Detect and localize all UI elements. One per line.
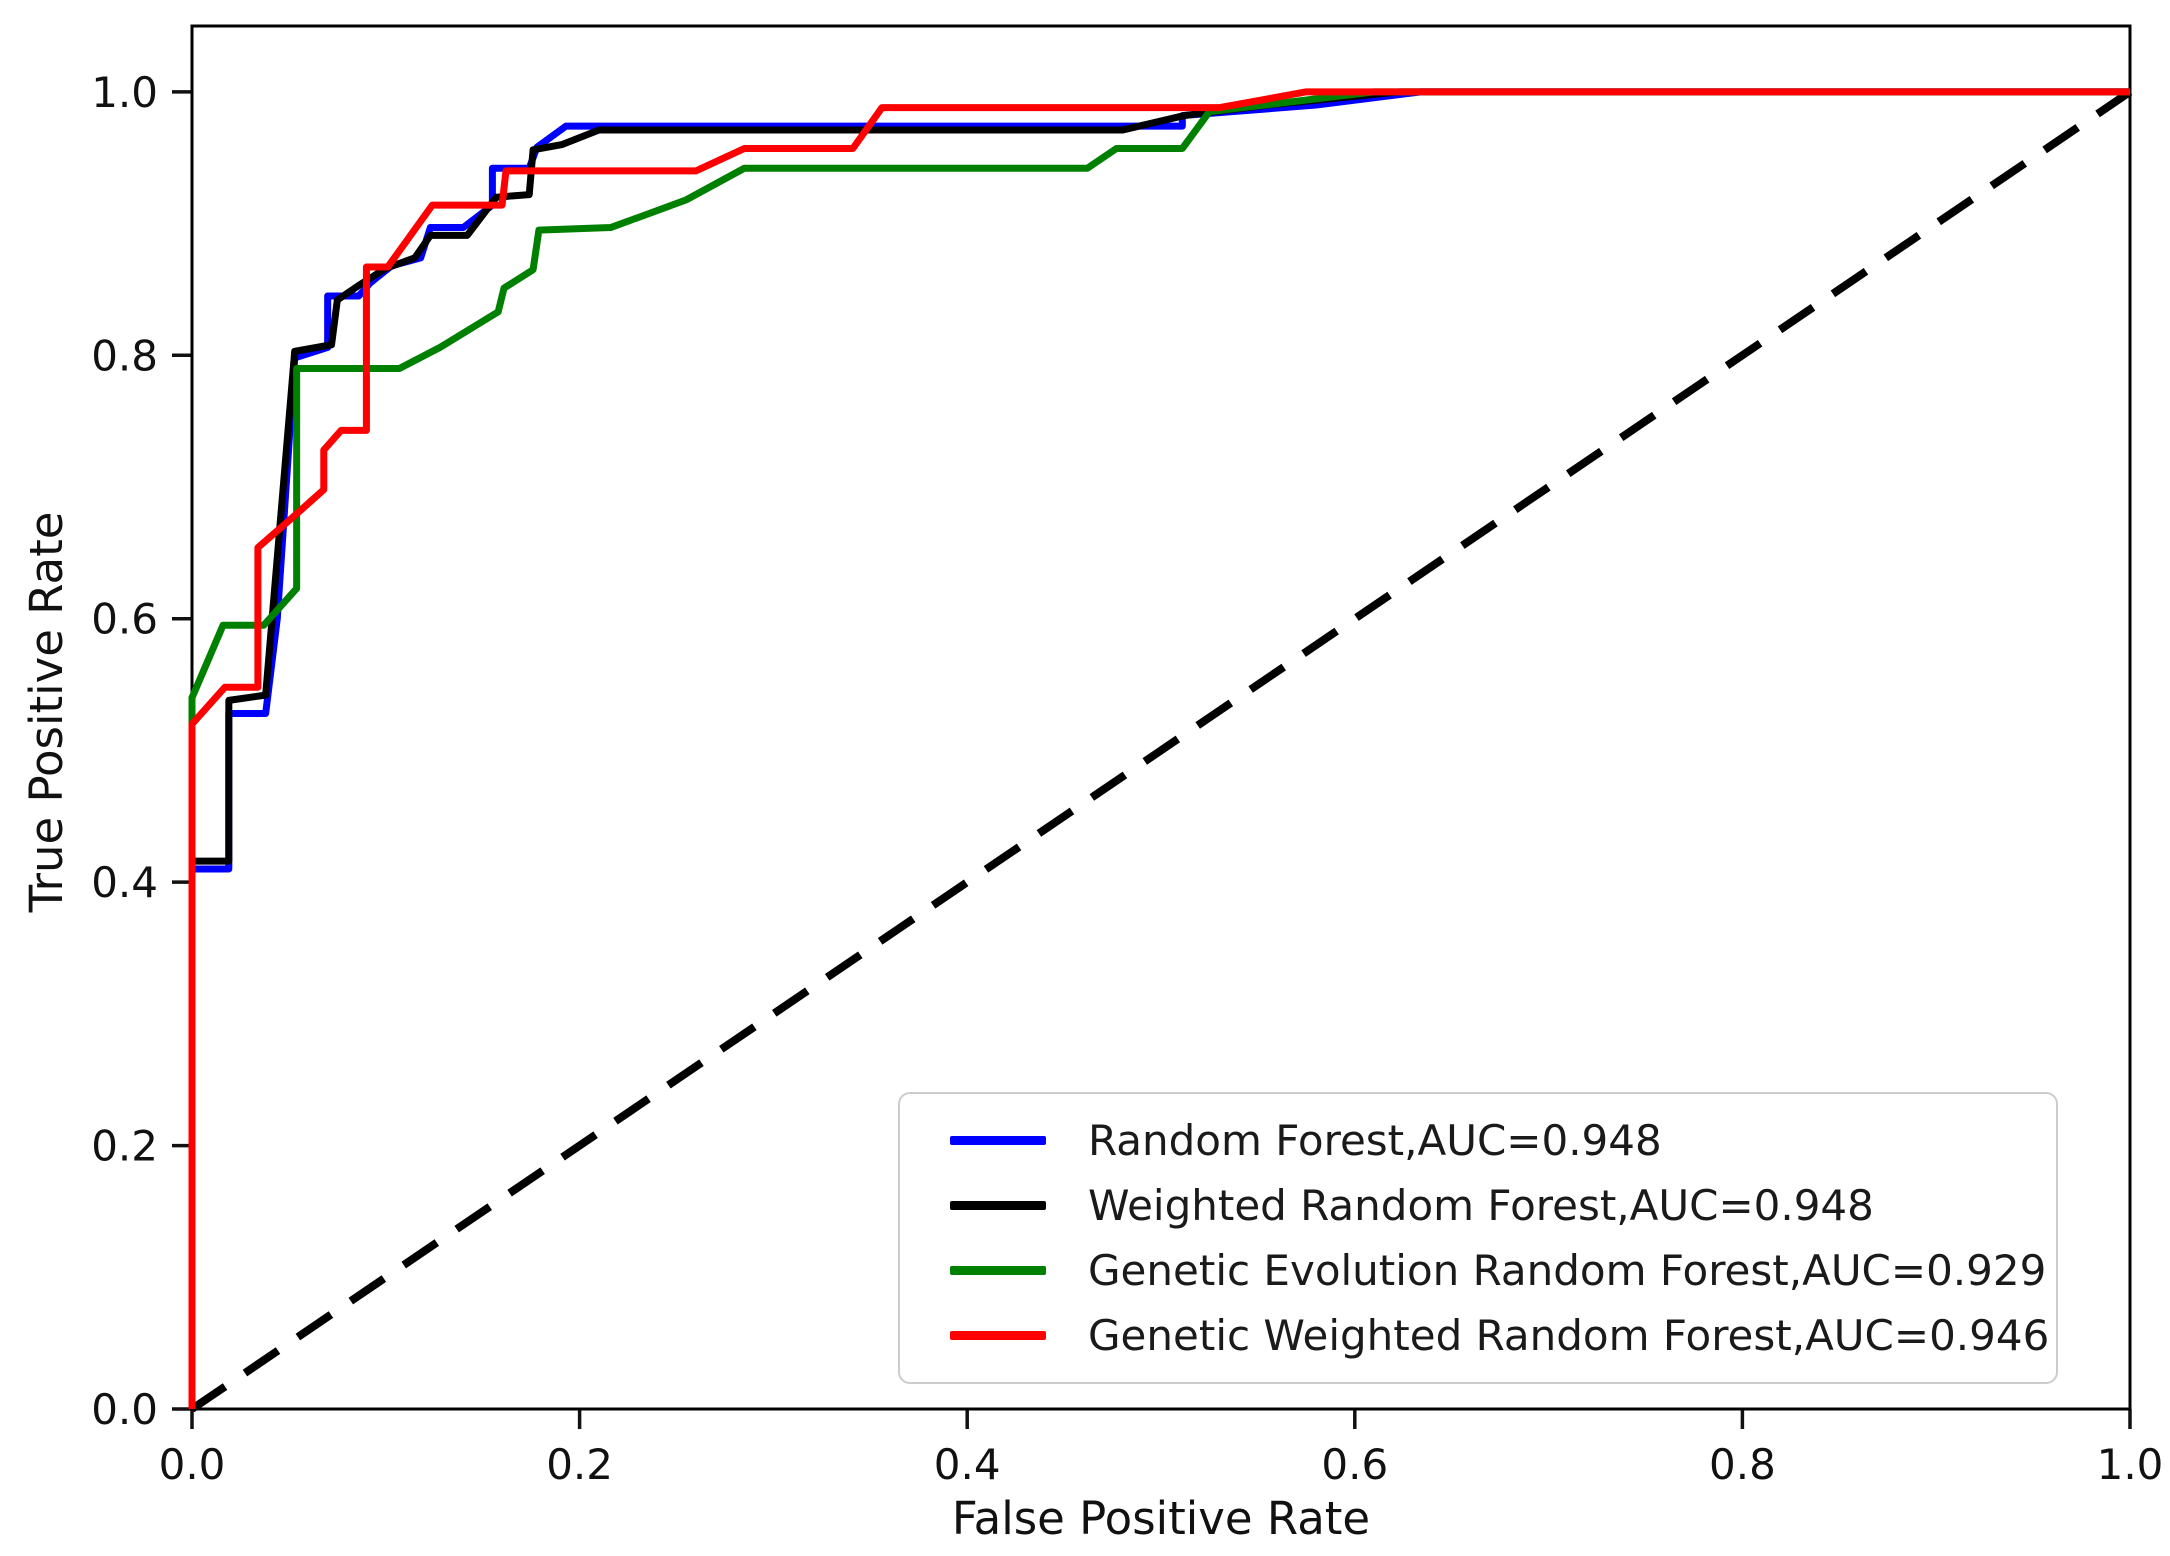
legend-label-random-forest: Random Forest,AUC=0.948 xyxy=(1088,1116,1662,1165)
legend-item-genetic-weighted-random-forest: Genetic Weighted Random Forest,AUC=0.946 xyxy=(950,1304,2049,1368)
x-tick-label: 0.0 xyxy=(159,1440,226,1489)
legend-item-weighted-random-forest: Weighted Random Forest,AUC=0.948 xyxy=(950,1174,2036,1238)
y-tick-label: 0.8 xyxy=(91,331,158,380)
y-tick-label: 1.0 xyxy=(91,68,158,117)
legend-swatch-weighted-random-forest xyxy=(950,1201,1046,1210)
chance-diagonal-line xyxy=(189,88,2133,1413)
legend-swatch-genetic-evolution-random-forest xyxy=(950,1266,1046,1275)
y-tick-label: 0.4 xyxy=(91,858,158,907)
legend-swatch-genetic-weighted-random-forest xyxy=(950,1331,1046,1340)
legend-box: Random Forest,AUC=0.948 Weighted Random … xyxy=(898,1092,2058,1384)
legend-item-random-forest: Random Forest,AUC=0.948 xyxy=(950,1109,2036,1173)
x-axis-label: False Positive Rate xyxy=(951,1492,1371,1545)
legend-label-weighted-random-forest: Weighted Random Forest,AUC=0.948 xyxy=(1088,1181,1874,1230)
x-tick-label: 0.8 xyxy=(1709,1440,1776,1489)
y-axis-label: True Positive Rate xyxy=(20,511,73,913)
legend-label-genetic-weighted-random-forest: Genetic Weighted Random Forest,AUC=0.946 xyxy=(1088,1311,2050,1360)
x-tick-label: 1.0 xyxy=(2097,1440,2164,1489)
random-forest-curve xyxy=(188,88,2130,1409)
y-tick-label: 0.0 xyxy=(91,1385,158,1434)
legend-label-genetic-evolution-random-forest: Genetic Evolution Random Forest,AUC=0.92… xyxy=(1088,1246,2047,1295)
genetic-weighted-random-forest-curve xyxy=(188,88,2130,1409)
x-tick-label: 0.2 xyxy=(546,1440,613,1489)
x-tick-label: 0.4 xyxy=(934,1440,1001,1489)
x-tick-label: 0.6 xyxy=(1321,1440,1388,1489)
genetic-evolution-random-forest-curve xyxy=(188,88,2130,1409)
y-tick-label: 0.2 xyxy=(91,1122,158,1171)
legend-item-genetic-evolution-random-forest: Genetic Evolution Random Forest,AUC=0.92… xyxy=(950,1239,2046,1303)
legend-swatch-random-forest xyxy=(950,1136,1046,1145)
weighted-random-forest-curve xyxy=(188,88,2130,1409)
y-tick-label: 0.6 xyxy=(91,595,158,644)
